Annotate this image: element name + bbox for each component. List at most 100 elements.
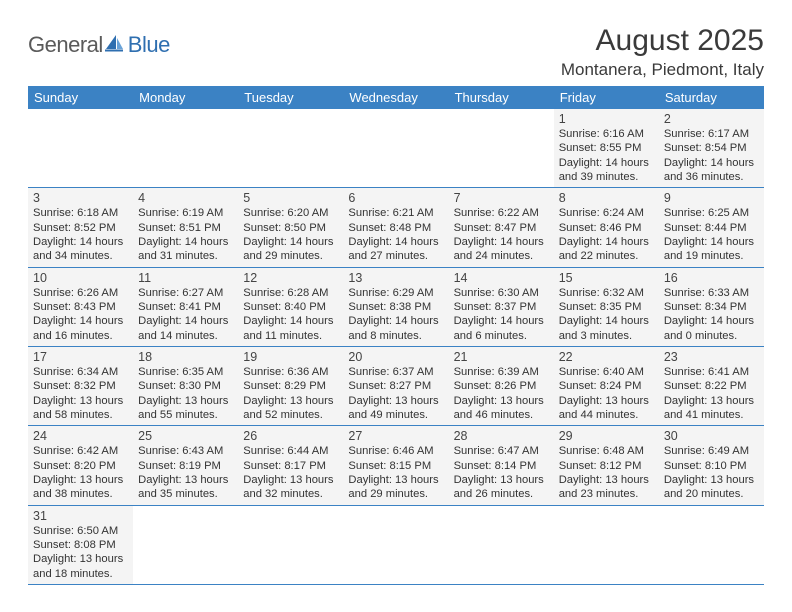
day-number: 21 [454,350,549,364]
sunset: Sunset: 8:48 PM [348,221,443,235]
day-info: Sunrise: 6:42 AMSunset: 8:20 PMDaylight:… [33,444,128,501]
weekday-header: Friday [554,86,659,109]
day-info: Sunrise: 6:17 AMSunset: 8:54 PMDaylight:… [664,127,759,184]
calendar-cell: 19Sunrise: 6:36 AMSunset: 8:29 PMDayligh… [238,346,343,425]
daylight-1: Daylight: 13 hours [559,473,654,487]
weekday-header: Thursday [449,86,554,109]
day-info: Sunrise: 6:46 AMSunset: 8:15 PMDaylight:… [348,444,443,501]
day-number: 18 [138,350,233,364]
sunset: Sunset: 8:51 PM [138,221,233,235]
calendar-cell: 4Sunrise: 6:19 AMSunset: 8:51 PMDaylight… [133,188,238,267]
day-number: 28 [454,429,549,443]
day-number: 27 [348,429,443,443]
daylight-1: Daylight: 14 hours [33,314,128,328]
daylight-2: and 16 minutes. [33,329,128,343]
day-info: Sunrise: 6:32 AMSunset: 8:35 PMDaylight:… [559,286,654,343]
sunrise: Sunrise: 6:32 AM [559,286,654,300]
daylight-2: and 8 minutes. [348,329,443,343]
sunset: Sunset: 8:46 PM [559,221,654,235]
daylight-1: Daylight: 14 hours [33,235,128,249]
sunset: Sunset: 8:54 PM [664,141,759,155]
day-info: Sunrise: 6:26 AMSunset: 8:43 PMDaylight:… [33,286,128,343]
sunrise: Sunrise: 6:49 AM [664,444,759,458]
day-number: 5 [243,191,338,205]
day-info: Sunrise: 6:21 AMSunset: 8:48 PMDaylight:… [348,206,443,263]
sunset: Sunset: 8:20 PM [33,459,128,473]
daylight-1: Daylight: 14 hours [454,314,549,328]
daylight-1: Daylight: 14 hours [559,314,654,328]
day-number: 13 [348,271,443,285]
daylight-2: and 19 minutes. [664,249,759,263]
daylight-2: and 20 minutes. [664,487,759,501]
daylight-2: and 35 minutes. [138,487,233,501]
sunset: Sunset: 8:08 PM [33,538,128,552]
sunset: Sunset: 8:15 PM [348,459,443,473]
daylight-1: Daylight: 13 hours [243,473,338,487]
daylight-2: and 36 minutes. [664,170,759,184]
day-info: Sunrise: 6:49 AMSunset: 8:10 PMDaylight:… [664,444,759,501]
calendar-cell: 7Sunrise: 6:22 AMSunset: 8:47 PMDaylight… [449,188,554,267]
sunrise: Sunrise: 6:20 AM [243,206,338,220]
sunset: Sunset: 8:10 PM [664,459,759,473]
day-info: Sunrise: 6:20 AMSunset: 8:50 PMDaylight:… [243,206,338,263]
daylight-2: and 14 minutes. [138,329,233,343]
day-number: 26 [243,429,338,443]
sunset: Sunset: 8:17 PM [243,459,338,473]
daylight-1: Daylight: 13 hours [243,394,338,408]
calendar-cell: 15Sunrise: 6:32 AMSunset: 8:35 PMDayligh… [554,267,659,346]
calendar-cell: 18Sunrise: 6:35 AMSunset: 8:30 PMDayligh… [133,346,238,425]
logo: General Blue [28,24,170,58]
calendar-cell: 3Sunrise: 6:18 AMSunset: 8:52 PMDaylight… [28,188,133,267]
daylight-1: Daylight: 13 hours [559,394,654,408]
daylight-1: Daylight: 13 hours [138,473,233,487]
daylight-1: Daylight: 13 hours [664,394,759,408]
calendar-cell: 28Sunrise: 6:47 AMSunset: 8:14 PMDayligh… [449,426,554,505]
daylight-2: and 49 minutes. [348,408,443,422]
sunrise: Sunrise: 6:48 AM [559,444,654,458]
daylight-1: Daylight: 13 hours [348,473,443,487]
daylight-2: and 6 minutes. [454,329,549,343]
calendar-body: 1Sunrise: 6:16 AMSunset: 8:55 PMDaylight… [28,109,764,584]
sunrise: Sunrise: 6:22 AM [454,206,549,220]
daylight-2: and 0 minutes. [664,329,759,343]
sunrise: Sunrise: 6:42 AM [33,444,128,458]
sunset: Sunset: 8:35 PM [559,300,654,314]
logo-text-blue: Blue [128,32,170,58]
sunset: Sunset: 8:38 PM [348,300,443,314]
daylight-2: and 58 minutes. [33,408,128,422]
sunrise: Sunrise: 6:21 AM [348,206,443,220]
sunset: Sunset: 8:37 PM [454,300,549,314]
calendar-cell: 1Sunrise: 6:16 AMSunset: 8:55 PMDaylight… [554,109,659,188]
calendar-cell: 6Sunrise: 6:21 AMSunset: 8:48 PMDaylight… [343,188,448,267]
daylight-2: and 46 minutes. [454,408,549,422]
daylight-2: and 32 minutes. [243,487,338,501]
calendar-cell [449,109,554,188]
sunrise: Sunrise: 6:50 AM [33,524,128,538]
sunrise: Sunrise: 6:36 AM [243,365,338,379]
day-info: Sunrise: 6:48 AMSunset: 8:12 PMDaylight:… [559,444,654,501]
calendar-cell: 10Sunrise: 6:26 AMSunset: 8:43 PMDayligh… [28,267,133,346]
daylight-2: and 55 minutes. [138,408,233,422]
calendar-cell: 22Sunrise: 6:40 AMSunset: 8:24 PMDayligh… [554,346,659,425]
daylight-1: Daylight: 13 hours [454,394,549,408]
sunset: Sunset: 8:19 PM [138,459,233,473]
daylight-2: and 31 minutes. [138,249,233,263]
day-number: 2 [664,112,759,126]
daylight-1: Daylight: 13 hours [348,394,443,408]
day-info: Sunrise: 6:35 AMSunset: 8:30 PMDaylight:… [138,365,233,422]
daylight-1: Daylight: 14 hours [243,314,338,328]
daylight-2: and 41 minutes. [664,408,759,422]
calendar-cell: 9Sunrise: 6:25 AMSunset: 8:44 PMDaylight… [659,188,764,267]
daylight-2: and 44 minutes. [559,408,654,422]
calendar-table: SundayMondayTuesdayWednesdayThursdayFrid… [28,86,764,585]
day-info: Sunrise: 6:24 AMSunset: 8:46 PMDaylight:… [559,206,654,263]
calendar-cell [554,505,659,584]
day-number: 1 [559,112,654,126]
sunset: Sunset: 8:32 PM [33,379,128,393]
daylight-2: and 26 minutes. [454,487,549,501]
day-number: 25 [138,429,233,443]
sunrise: Sunrise: 6:29 AM [348,286,443,300]
sunrise: Sunrise: 6:37 AM [348,365,443,379]
calendar-cell: 31Sunrise: 6:50 AMSunset: 8:08 PMDayligh… [28,505,133,584]
daylight-1: Daylight: 14 hours [664,314,759,328]
